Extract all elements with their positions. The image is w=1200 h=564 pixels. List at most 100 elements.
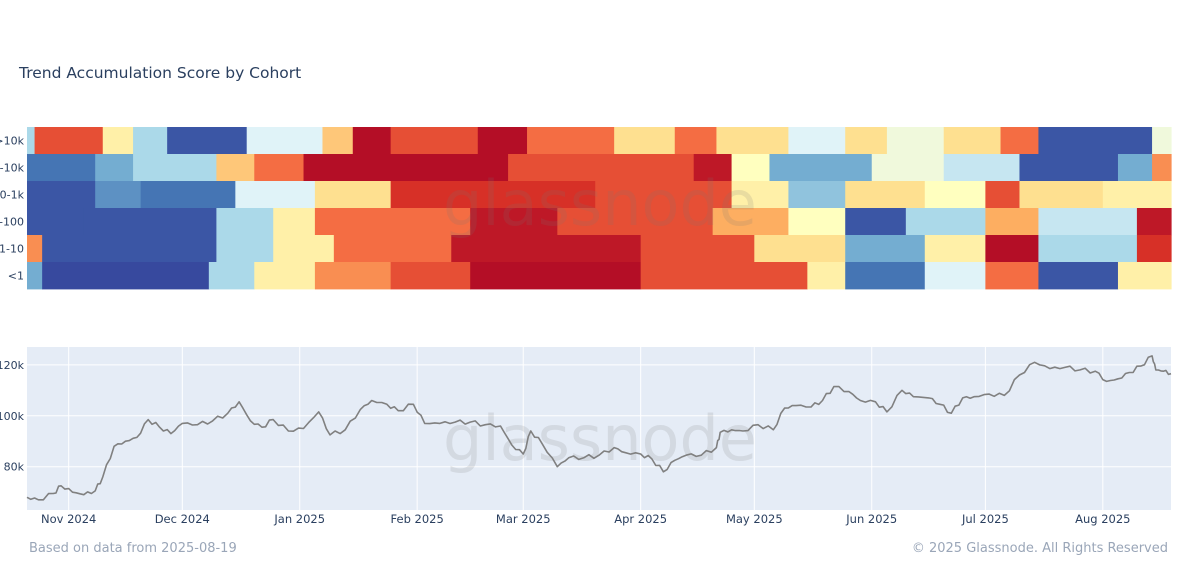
heatmap-cell — [1102, 181, 1172, 209]
x-tick-label: May 2025 — [726, 512, 783, 526]
heatmap-cell — [871, 154, 945, 182]
heatmap-cell — [216, 154, 255, 182]
heatmap-cell — [557, 208, 714, 236]
heatmap-cell — [1136, 208, 1172, 236]
x-tick-label: Aug 2025 — [1075, 512, 1130, 526]
y-tick-label: 120k — [0, 359, 25, 372]
heatmap-cell — [595, 181, 733, 209]
heatmap-cell — [42, 235, 218, 263]
heatmap-cell — [924, 262, 986, 290]
heatmap-cell — [845, 208, 907, 236]
heatmap-cell — [27, 154, 96, 182]
heatmap-cell — [845, 127, 888, 155]
heatmap-cell — [731, 154, 771, 182]
heatmap-cell — [27, 127, 36, 155]
heatmap-cell — [1117, 262, 1172, 290]
heatmap-cell — [303, 154, 509, 182]
heatmap-cell — [390, 127, 479, 155]
heatmap-cell — [769, 154, 873, 182]
heatmap-cell — [614, 127, 676, 155]
heatmap-cell — [845, 181, 926, 209]
heatmap-cell — [1038, 235, 1138, 263]
heatmap-row-label: >10k — [0, 135, 25, 148]
heatmap-cell — [508, 154, 695, 182]
heatmap-cell — [1117, 154, 1153, 182]
heatmap-cell — [42, 262, 210, 290]
heatmap-cell — [133, 154, 218, 182]
footer-data-date: Based on data from 2025-08-19 — [29, 541, 237, 556]
y-tick-label: 100k — [0, 410, 25, 423]
price-y-axis: 80k 100k 120k — [0, 359, 25, 474]
heatmap-cell — [886, 127, 945, 155]
heatmap-cell — [1000, 127, 1040, 155]
heatmap-cell — [640, 262, 808, 290]
heatmap-cell — [470, 262, 642, 290]
footer-copyright: © 2025 Glassnode. All Rights Reserved — [911, 541, 1168, 556]
heatmap-cell — [807, 262, 846, 290]
heatmap-row-label: 1-10 — [0, 243, 24, 256]
heatmap-cell — [133, 127, 168, 155]
heatmap-row-labels: >10k 1k-10k 100-1k 10-100 1-10 <1 — [0, 135, 25, 283]
watermark-line: glassnode — [443, 402, 757, 475]
x-tick-label: Apr 2025 — [614, 512, 667, 526]
heatmap-row-label: 100-1k — [0, 189, 25, 202]
x-tick-label: Dec 2024 — [155, 512, 210, 526]
heatmap-cell — [924, 181, 986, 209]
x-tick-label: Jun 2025 — [845, 512, 897, 526]
heatmap-cell — [333, 235, 452, 263]
heatmap-cell — [716, 127, 790, 155]
heatmap-cell — [1038, 208, 1138, 236]
heatmap-cell — [527, 127, 615, 155]
heatmap-cell — [216, 208, 274, 236]
heatmap-cell — [27, 181, 96, 209]
heatmap-cell — [470, 208, 558, 236]
heatmap-cell — [216, 235, 274, 263]
heatmap-cell — [640, 235, 755, 263]
heatmap-cell — [102, 127, 134, 155]
heatmap — [27, 127, 1172, 290]
heatmap-cell — [1038, 262, 1119, 290]
heatmap-cell — [985, 235, 1040, 263]
heatmap-cell — [712, 208, 790, 236]
heatmap-cell — [731, 181, 790, 209]
heatmap-cell — [674, 127, 718, 155]
heatmap-cell — [1152, 127, 1172, 155]
heatmap-cell — [390, 262, 471, 290]
line-plot-background — [27, 347, 1171, 510]
heatmap-cell — [788, 208, 846, 236]
heatmap-cell — [1019, 181, 1104, 209]
heatmap-cell — [314, 262, 392, 290]
heatmap-cell — [1152, 154, 1172, 182]
watermark-heatmap: glassnode — [443, 167, 757, 240]
price-line — [26, 355, 1172, 501]
heatmap-cell — [254, 262, 316, 290]
heatmap-cell — [235, 181, 316, 209]
heatmap-cell — [788, 181, 846, 209]
heatmap-cell — [845, 235, 926, 263]
heatmap-cell — [246, 127, 324, 155]
heatmap-cell — [27, 262, 43, 290]
heatmap-cell — [208, 262, 255, 290]
chart-title: Trend Accumulation Score by Cohort — [19, 64, 302, 82]
heatmap-cell — [451, 235, 642, 263]
heatmap-cell — [352, 127, 392, 155]
heatmap-cell — [905, 208, 986, 236]
heatmap-cell — [943, 127, 1002, 155]
heatmap-cell — [27, 208, 85, 236]
date-x-axis: Nov 2024 Dec 2024 Jan 2025 Feb 2025 Mar 2025… — [41, 512, 1131, 526]
x-tick-label: Jan 2025 — [273, 512, 325, 526]
heatmap-cell — [985, 181, 1021, 209]
heatmap-cell — [314, 208, 471, 236]
heatmap-cell — [1136, 235, 1172, 263]
heatmap-cell — [167, 127, 248, 155]
heatmap-cell — [390, 181, 596, 209]
heatmap-cell — [83, 208, 218, 236]
heatmap-cell — [95, 181, 142, 209]
heatmap-cell — [34, 127, 104, 155]
heatmap-row-label: <1 — [8, 270, 24, 283]
line-plot-grid — [27, 347, 1171, 510]
y-tick-label: 80k — [4, 461, 25, 474]
heatmap-cell — [1019, 154, 1119, 182]
heatmap-row-label: 1k-10k — [0, 162, 25, 175]
